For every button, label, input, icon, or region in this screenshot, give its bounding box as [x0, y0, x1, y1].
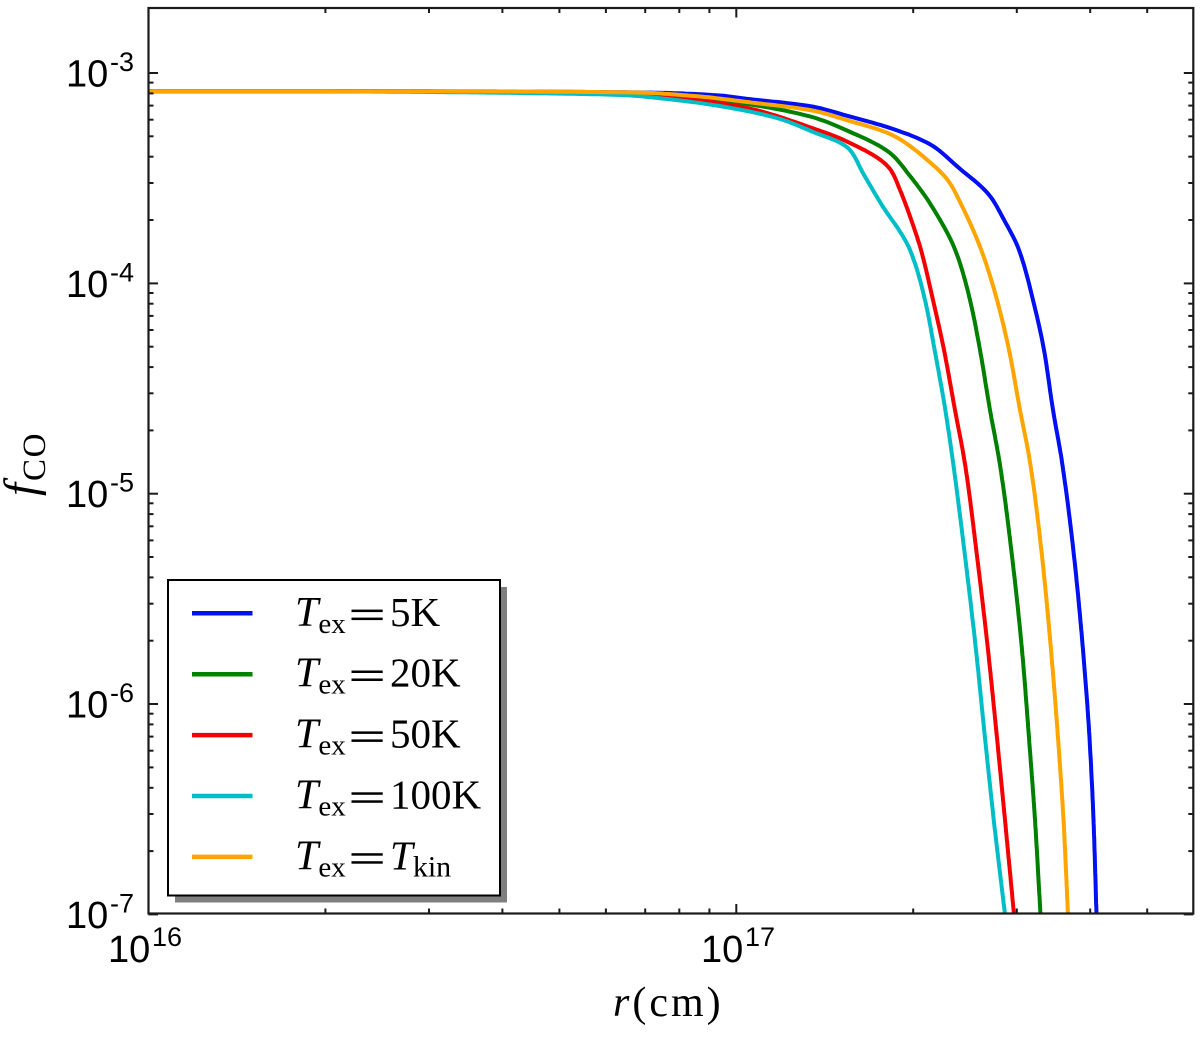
svg-text:Tkin: Tkin [390, 832, 451, 883]
svg-text:50K: 50K [390, 711, 461, 757]
svg-text:-4: -4 [110, 257, 134, 287]
svg-text:10: 10 [66, 54, 108, 96]
svg-text:Tex: Tex [295, 773, 346, 823]
svg-text:10: 10 [66, 685, 108, 727]
svg-text:Tex: Tex [295, 833, 346, 883]
svg-text:10: 10 [66, 895, 108, 937]
svg-text:10: 10 [66, 264, 108, 306]
svg-text:Tex: Tex [295, 651, 346, 701]
svg-text:20K: 20K [390, 650, 461, 696]
svg-text:r(cm): r(cm) [613, 980, 724, 1026]
svg-text:5K: 5K [390, 589, 441, 635]
svg-text:Tex: Tex [295, 712, 346, 762]
svg-text:17: 17 [745, 922, 775, 952]
svg-text:16: 16 [152, 922, 182, 952]
svg-text:10: 10 [108, 929, 150, 971]
svg-text:Tex: Tex [295, 590, 346, 640]
svg-text:10: 10 [66, 474, 108, 516]
svg-text:10: 10 [701, 929, 743, 971]
svg-text:-5: -5 [110, 468, 134, 498]
svg-text:100K: 100K [390, 772, 482, 818]
svg-text:-7: -7 [110, 888, 134, 918]
svg-text:-3: -3 [110, 47, 134, 77]
svg-text:-6: -6 [110, 678, 134, 708]
